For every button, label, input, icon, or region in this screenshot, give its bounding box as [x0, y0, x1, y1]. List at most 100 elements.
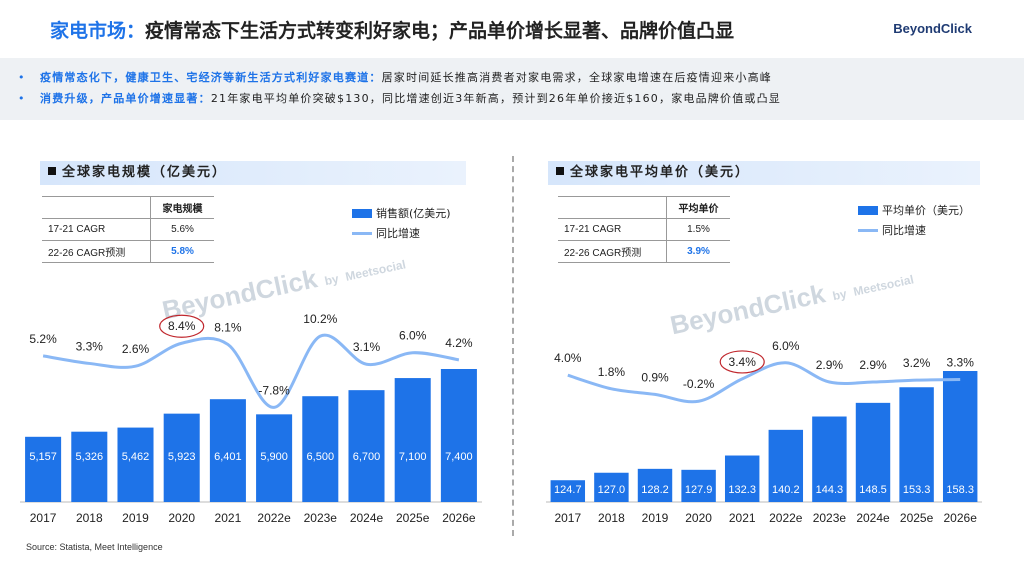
bar: [724, 455, 760, 502]
table-cell: 1.5%: [666, 218, 730, 241]
bullet-dot-icon: •: [18, 71, 26, 84]
growth-rate-label: 6.0%: [399, 329, 427, 343]
x-tick-label: 2023e: [304, 511, 338, 525]
bar: [942, 371, 978, 502]
table-cell: [42, 196, 151, 219]
bar: [637, 468, 673, 502]
bar-value-label: 132.3: [728, 484, 756, 496]
table-cell: 5.6%: [150, 218, 214, 241]
legend-item-line: 同比增速: [858, 220, 970, 240]
x-tick-label: 2017: [30, 511, 57, 525]
bar: [768, 429, 804, 502]
legend-item-bar: 平均单价（美元）: [858, 200, 970, 220]
x-tick-label: 2021: [729, 511, 756, 525]
x-tick-label: 2020: [685, 511, 712, 525]
bar: [899, 387, 934, 502]
growth-rate-label: 3.2%: [903, 356, 931, 370]
bar-value-label: 127.0: [598, 484, 626, 496]
bar-value-label: 7,400: [445, 451, 473, 463]
bar: [348, 390, 385, 502]
bar-value-label: 6,500: [307, 451, 335, 463]
right-legend: 平均单价（美元） 同比增速: [858, 200, 970, 240]
growth-rate-label: -7.8%: [258, 383, 290, 397]
bar-value-label: 5,157: [29, 451, 57, 463]
table-cell: 3.9%: [666, 240, 730, 263]
growth-rate-label: -0.2%: [683, 377, 715, 391]
bar-value-label: 7,100: [399, 451, 427, 463]
bar-value-label: 128.2: [641, 484, 669, 496]
growth-rate-label: 8.1%: [214, 320, 242, 334]
growth-rate-label: 3.3%: [947, 356, 975, 370]
bar: [812, 416, 847, 502]
bar-swatch-icon: [352, 208, 372, 218]
bullet-item: • 消费升级，产品单价增速显著：21年家电平均单价突破$130，同比增速创近3年新…: [18, 88, 1024, 109]
table-cell: 17-21 CAGR: [558, 218, 667, 241]
legend-label: 销售额(亿美元): [376, 207, 451, 220]
bar-value-label: 124.7: [554, 484, 582, 496]
bar: [855, 402, 891, 502]
growth-rate-label: 2.6%: [122, 342, 150, 356]
bar-value-label: 6,401: [214, 451, 242, 463]
growth-rate-label: 6.0%: [772, 339, 800, 353]
table-cell: 22-26 CAGR预测: [42, 240, 151, 263]
page-title: 家电市场：疫情常态下生活方式转变利好家电；产品单价增长显著、品牌价值凸显: [50, 16, 734, 43]
bar: [594, 472, 629, 502]
bar: [302, 396, 339, 502]
growth-rate-label: 3.4%: [729, 355, 757, 369]
bar-value-label: 5,462: [122, 451, 150, 463]
bar-value-label: 158.3: [946, 484, 974, 496]
bar: [394, 378, 431, 502]
left-cagr-table: 家电规模 17-21 CAGR 5.6% 22-26 CAGR预测 5.8%: [42, 196, 214, 263]
bar: [681, 469, 716, 502]
x-tick-label: 2023e: [813, 511, 847, 525]
bar-value-label: 6,700: [353, 451, 381, 463]
table-row: 17-21 CAGR 5.6%: [42, 218, 214, 241]
right-panel-title: 全球家电平均单价（美元）: [548, 161, 980, 185]
growth-rate-label: 4.2%: [445, 336, 473, 350]
bar-value-label: 153.3: [903, 484, 931, 496]
bar-value-label: 140.2: [772, 484, 800, 496]
bar: [440, 369, 477, 502]
bar: [209, 399, 246, 502]
right-cagr-table: 平均单价 17-21 CAGR 1.5% 22-26 CAGR预测 3.9%: [558, 196, 730, 263]
x-tick-label: 2017: [554, 511, 581, 525]
growth-rate-label: 3.1%: [353, 340, 381, 354]
left-panel-title-text: 全球家电规模（亿美元）: [62, 165, 228, 180]
x-tick-label: 2026e: [944, 511, 978, 525]
legend-label: 同比增速: [376, 227, 420, 240]
table-cell: [558, 196, 667, 219]
table-header-row: 家电规模: [42, 196, 214, 219]
left-legend: 销售额(亿美元) 同比增速: [352, 203, 451, 243]
x-tick-label: 2025e: [396, 511, 430, 525]
growth-rate-label: 4.0%: [554, 351, 582, 365]
bullet-text: 21年家电平均单价突破$130，同比增速创近3年新高，预计到26年单价接近$16…: [210, 92, 781, 105]
growth-rate-label: 3.3%: [76, 339, 104, 353]
x-tick-label: 2024e: [856, 511, 890, 525]
x-tick-label: 2018: [76, 511, 103, 525]
legend-item-bar: 销售额(亿美元): [352, 203, 451, 223]
bar: [25, 436, 62, 502]
bar-value-label: 5,923: [168, 451, 196, 463]
line-swatch-icon: [858, 228, 878, 232]
bar-swatch-icon: [858, 205, 878, 215]
x-tick-label: 2019: [122, 511, 149, 525]
growth-line: [567, 361, 961, 404]
bullet-highlight: 疫情常态化下，健康卫生、宅经济等新生活方式利好家电赛道：: [40, 71, 382, 84]
x-tick-label: 2019: [642, 511, 669, 525]
bullet-dot-icon: •: [18, 92, 26, 105]
legend-label: 同比增速: [882, 224, 926, 237]
growth-line: [42, 333, 460, 409]
bullet-text: 居家时间延长推高消费者对家电需求，全球家电增速在后疫情迎来小高峰: [381, 71, 773, 84]
title-text: 疫情常态下生活方式转变利好家电；产品单价增长显著、品牌价值凸显: [145, 20, 735, 42]
growth-rate-label: 1.8%: [598, 365, 626, 379]
bar: [550, 480, 586, 502]
panel-divider: [512, 156, 514, 536]
growth-rate-label: 2.9%: [859, 358, 887, 372]
table-cell: 5.8%: [150, 240, 214, 263]
bar-value-label: 5,900: [260, 451, 288, 463]
bar: [117, 427, 154, 502]
legend-label: 平均单价（美元）: [882, 204, 970, 217]
x-tick-label: 2025e: [900, 511, 934, 525]
title-prefix: 家电市场：: [50, 20, 146, 42]
